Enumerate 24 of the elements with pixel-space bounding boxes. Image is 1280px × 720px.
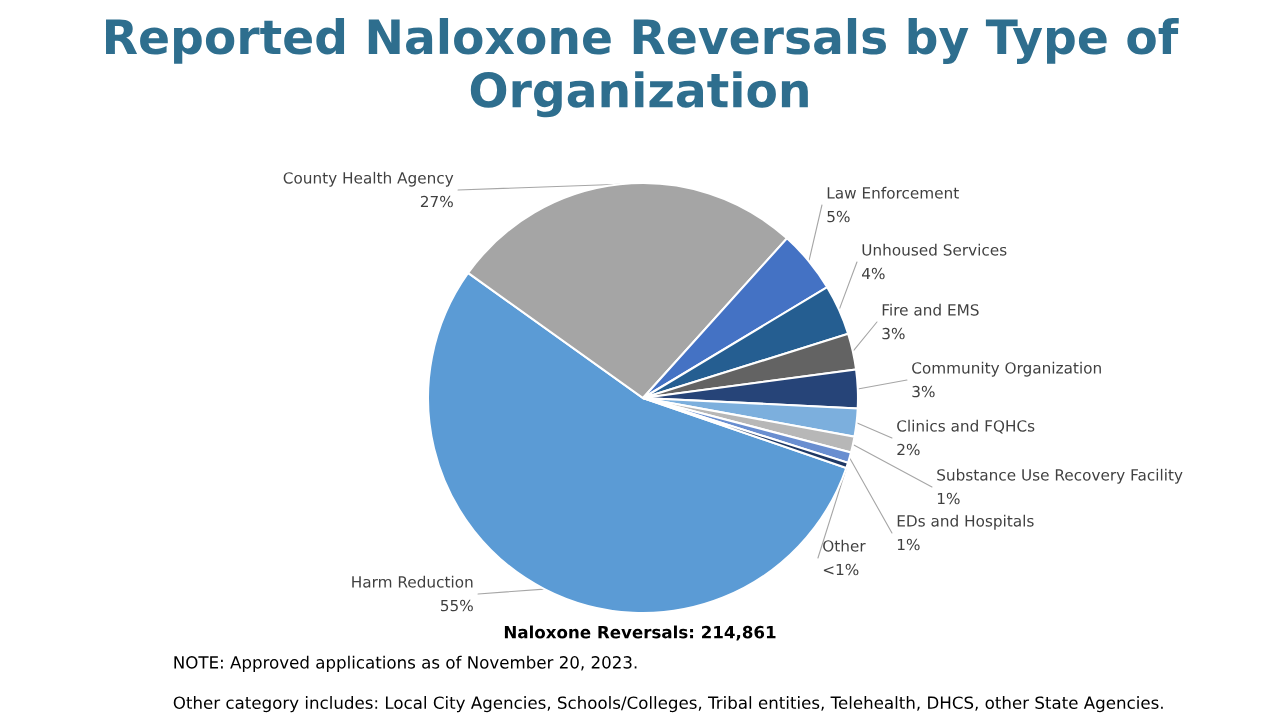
data-label: 1% [897,538,920,551]
data-label: 5% [827,210,850,223]
chart-title: Reported Naloxone Reversals by Type of Organization [106,18,1179,118]
slice-label: EDs and Hospitals [897,514,1034,530]
data-label: 2% [897,443,920,456]
data-label: 55% [440,599,473,612]
slice-label: Substance Use Recovery Facility [937,468,1183,484]
data-label: 27% [420,195,453,208]
slice-label: Harm Reduction [352,575,473,588]
slice-label: Unhoused Services [862,243,1007,256]
data-label: 4% [862,267,885,280]
text: NOTE: Approved applications as of November 20, 2023. [174,655,637,672]
data-label: 1% [937,492,960,505]
slice-label: Community Organization [912,361,1101,377]
slice-label: Other [823,539,866,552]
slice-label: County Health Agency [283,171,454,187]
data-label: 3% [882,327,905,340]
data-label: <1% [823,563,859,576]
data-label: 3% [912,385,935,398]
text: Naloxone Reversals: 214,861 [504,625,776,641]
slice-label: Law Enforcement [827,186,959,199]
slice-label: Clinics and FQHCs [897,419,1035,434]
slice-label: Fire and EMS [882,303,979,316]
text: Other category includes: Local City Agencies, Schools/Colleges, Tribal entities, Telehealth, DHCS, other State Agencies. [173,696,1163,713]
